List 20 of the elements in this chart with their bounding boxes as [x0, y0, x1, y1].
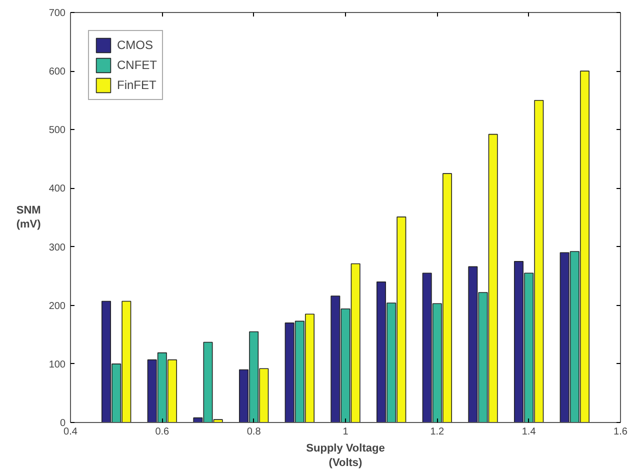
x-tick-label: 0.6 — [155, 426, 170, 438]
x-tick-label: 1.2 — [430, 426, 445, 438]
x-tick-label: 1.6 — [614, 426, 628, 438]
x-tick-label: 1 — [342, 426, 349, 438]
y-tick-label: 100 — [48, 359, 66, 370]
legend-label: CNFET — [117, 58, 157, 72]
x-axis-title: Supply Voltage (Volts) — [306, 442, 385, 469]
legend-label: CMOS — [117, 38, 153, 52]
x-tick-label: 1.4 — [522, 426, 536, 438]
y-tick-label: 600 — [48, 66, 66, 78]
y-axis-title: SNM (mV) — [16, 204, 42, 231]
x-tick-label: 0.4 — [64, 426, 78, 438]
y-tick-label: 300 — [48, 242, 66, 254]
y-tick-label: 500 — [48, 125, 66, 136]
legend-label: FinFET — [117, 78, 156, 92]
y-tick-label: 400 — [48, 184, 66, 195]
y-tick-label: 200 — [48, 300, 66, 312]
y-tick-label: 700 — [48, 8, 66, 19]
y-tick-label: 0 — [60, 418, 66, 429]
x-tick-label: 0.8 — [246, 426, 262, 438]
